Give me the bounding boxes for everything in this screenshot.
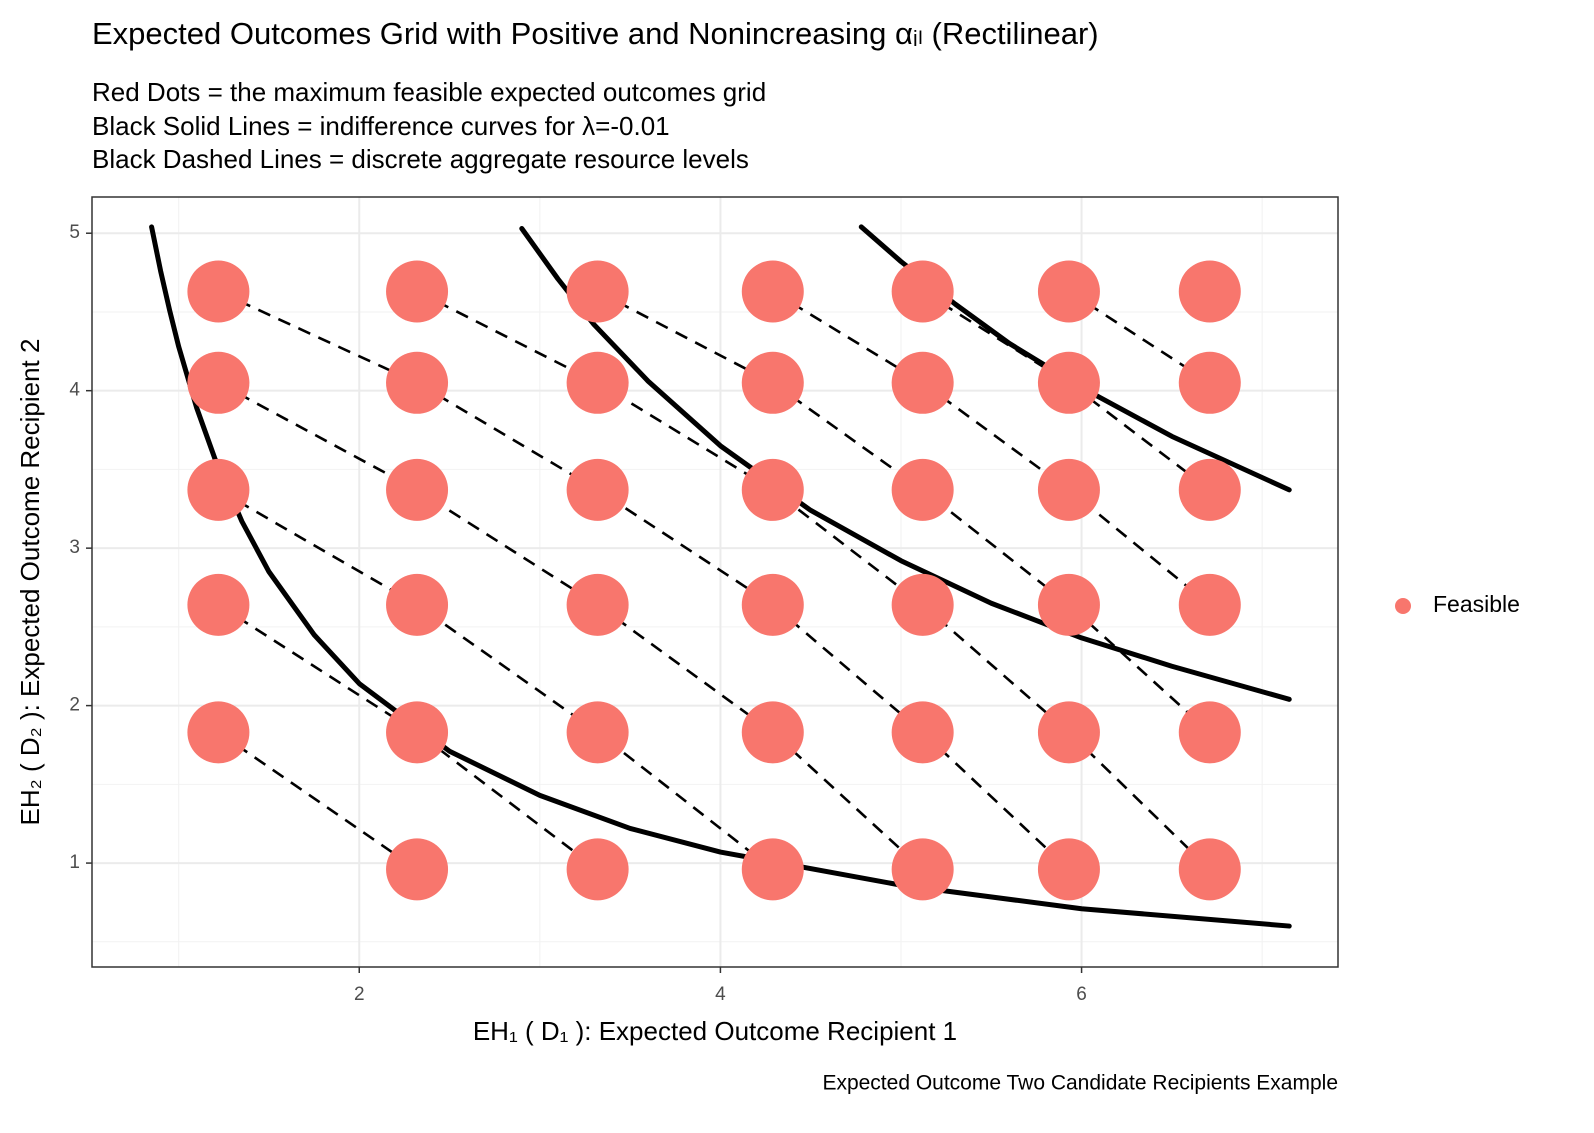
feasible-point [386, 260, 449, 323]
resource-level-line [921, 290, 1211, 491]
feasible-point [386, 701, 449, 764]
grid [92, 197, 1338, 967]
feasible-point [741, 838, 804, 901]
feasible-point [1037, 458, 1100, 521]
panel-border [91, 196, 1339, 968]
marks [149, 224, 1292, 929]
feasible-point [386, 838, 449, 901]
resource-level-line [217, 603, 599, 871]
feasible-point [386, 458, 449, 521]
x-tick-label: 4 [715, 984, 726, 1005]
feasible-point [741, 260, 804, 323]
y-axis-title: EH₂ ( D₂ ): Expected Outcome Recipient 2 [15, 339, 45, 826]
feasible-point [566, 838, 629, 901]
feasible-point [566, 351, 629, 414]
y-tick-label: 2 [69, 695, 80, 716]
feasible-point [187, 701, 250, 764]
feasible-point [1037, 838, 1100, 901]
caption: Expected Outcome Two Candidate Recipient… [822, 1072, 1338, 1095]
feasible-point [1178, 573, 1241, 636]
feasible-point [566, 260, 629, 323]
legend-label: Feasible [1433, 591, 1520, 617]
feasible-point [386, 351, 449, 414]
feasible-point [566, 573, 629, 636]
feasible-point [566, 701, 629, 764]
resource-level-line [217, 731, 418, 871]
feasible-point [891, 260, 954, 323]
feasible-point [891, 701, 954, 764]
y-tick-label: 5 [69, 222, 80, 243]
x-tick-label: 2 [354, 984, 365, 1005]
feasible-point [891, 838, 954, 901]
feasible-point [187, 260, 250, 323]
feasible-point [187, 458, 250, 521]
resource-level-line [217, 290, 1070, 871]
feasible-point [741, 573, 804, 636]
x-axis-title: EH₁ ( D₁ ): Expected Outcome Recipient 1 [473, 1016, 957, 1046]
y-tick-label: 3 [69, 537, 80, 558]
feasible-point [891, 573, 954, 636]
feasible-point [741, 351, 804, 414]
feasible-point [741, 701, 804, 764]
feasible-point [386, 573, 449, 636]
feasible-point [1178, 458, 1241, 521]
feasible-point [1178, 260, 1241, 323]
feasible-point [187, 573, 250, 636]
feasible-point [741, 458, 804, 521]
subtitle-line: Red Dots = the maximum feasible expected… [92, 77, 766, 107]
feasible-point [187, 351, 250, 414]
feasible-point [891, 458, 954, 521]
resource-level-line [416, 290, 1211, 871]
subtitle-line: Black Dashed Lines = discrete aggregate … [92, 144, 749, 174]
indifference-curve [858, 224, 1292, 493]
feasible-point [1037, 701, 1100, 764]
feasible-point [1037, 573, 1100, 636]
feasible-point [1178, 838, 1241, 901]
feasible-point [566, 458, 629, 521]
x-tick-label: 6 [1076, 984, 1087, 1005]
chart-title: Expected Outcomes Grid with Positive and… [92, 16, 1099, 51]
feasible-point [1037, 351, 1100, 414]
feasible-point [1178, 351, 1241, 414]
feasible-point [1037, 260, 1100, 323]
y-tick-label: 1 [69, 852, 80, 873]
feasible-point [891, 351, 954, 414]
resource-level-line [772, 290, 1211, 606]
legend-marker [1395, 598, 1411, 614]
resource-level-line [217, 488, 774, 871]
feasible-point [1178, 701, 1241, 764]
y-tick-label: 4 [69, 380, 80, 401]
subtitle-line: Black Solid Lines = indifference curves … [92, 111, 670, 141]
